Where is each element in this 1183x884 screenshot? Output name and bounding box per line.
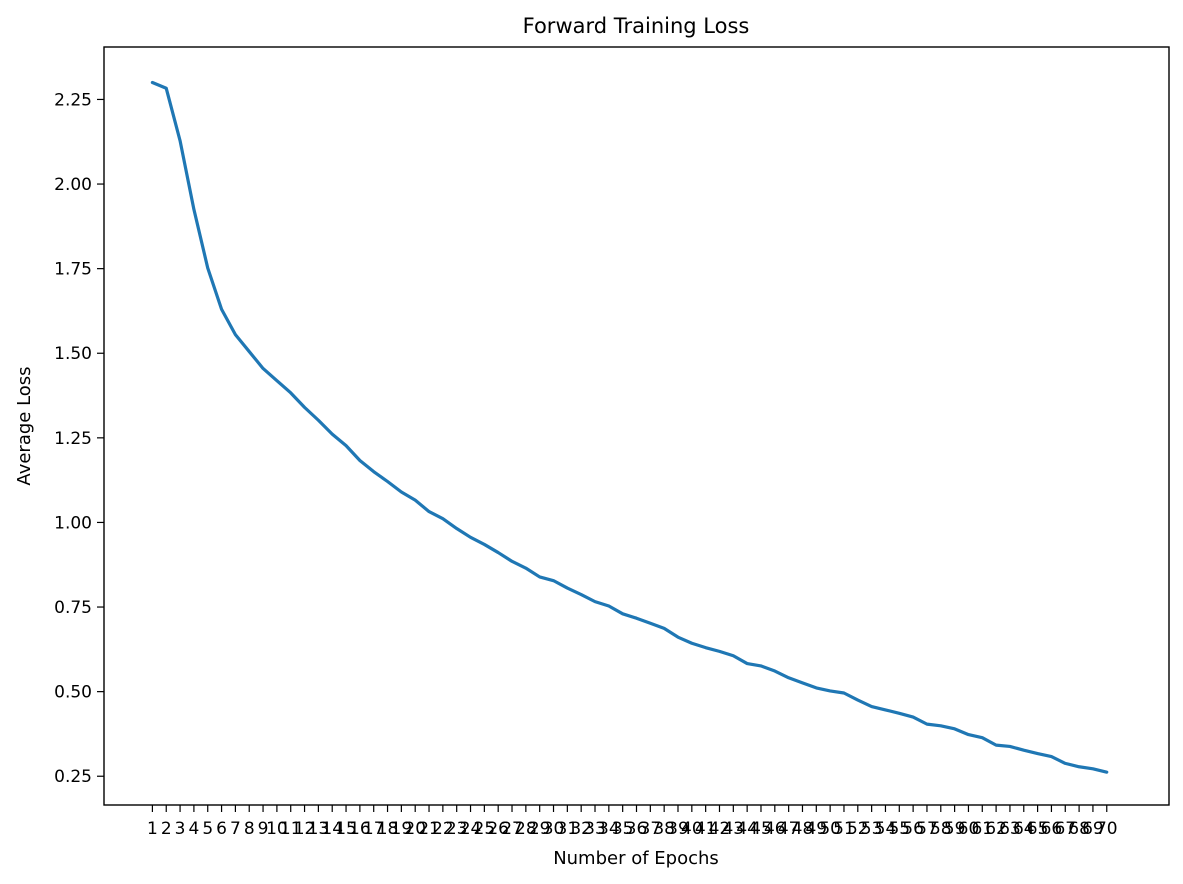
y-axis-label: Average Loss (14, 366, 35, 485)
x-tick-label: 60 (958, 819, 980, 839)
x-tick-label: 12 (294, 819, 316, 839)
x-tick-label: 63 (999, 819, 1021, 839)
x-tick-label: 47 (778, 819, 800, 839)
x-tick-label: 25 (474, 819, 496, 839)
x-tick-label: 67 (1054, 819, 1076, 839)
x-tick-label: 30 (543, 819, 565, 839)
x-tick-label: 41 (695, 819, 717, 839)
x-tick-label: 31 (557, 819, 579, 839)
x-tick-label: 59 (944, 819, 966, 839)
y-tick-label: 0.25 (54, 767, 92, 787)
chart-title: Forward Training Loss (523, 14, 750, 38)
y-tick-label: 1.25 (54, 429, 92, 449)
x-tick-label: 23 (446, 819, 468, 839)
y-tick-label: 1.50 (54, 344, 92, 364)
x-tick-label: 69 (1082, 819, 1104, 839)
y-tick-label: 0.75 (54, 598, 92, 618)
x-tick-label: 44 (736, 819, 758, 839)
x-tick-label: 64 (1013, 819, 1035, 839)
x-tick-label: 3 (175, 819, 186, 839)
x-tick-label: 68 (1068, 819, 1090, 839)
x-tick-label: 6 (216, 819, 227, 839)
x-tick-label: 20 (404, 819, 426, 839)
x-tick-label: 34 (598, 819, 620, 839)
y-tick-label: 1.00 (54, 513, 92, 533)
x-tick-label: 29 (529, 819, 551, 839)
x-tick-label: 65 (1027, 819, 1049, 839)
x-tick-label: 61 (971, 819, 993, 839)
plot-area (103, 46, 1170, 806)
x-axis-label: Number of Epochs (553, 848, 719, 869)
x-tick-label: 39 (667, 819, 689, 839)
x-tick-label: 52 (847, 819, 869, 839)
x-tick-label: 15 (335, 819, 357, 839)
x-tick-label: 50 (819, 819, 841, 839)
x-tick-label: 18 (377, 819, 399, 839)
x-tick-label: 7 (230, 819, 241, 839)
x-axis: 1 2 3 4 5 6 7 8 91011121314151617181920212223242… (147, 805, 1118, 839)
x-tick-label: 33 (584, 819, 606, 839)
x-tick-label: 40 (681, 819, 703, 839)
x-tick-label: 26 (487, 819, 509, 839)
x-tick-label: 49 (805, 819, 827, 839)
series-line (150, 80, 1109, 774)
x-tick-label: 51 (833, 819, 855, 839)
x-tick-label: 22 (432, 819, 454, 839)
x-tick-label: 2 (161, 819, 172, 839)
x-tick-label: 43 (722, 819, 744, 839)
x-tick-label: 9 (258, 819, 269, 839)
x-tick-label: 16 (349, 819, 371, 839)
x-tick-label: 56 (902, 819, 924, 839)
x-tick-label: 8 (244, 819, 255, 839)
x-tick-label: 24 (460, 819, 482, 839)
x-tick-label: 55 (888, 819, 910, 839)
x-tick-label: 13 (308, 819, 330, 839)
x-tick-label: 57 (916, 819, 938, 839)
x-tick-label: 38 (653, 819, 675, 839)
x-tick-label: 19 (391, 819, 413, 839)
y-tick-label: 1.75 (54, 260, 92, 280)
x-tick-label: 48 (792, 819, 814, 839)
x-tick-label: 58 (930, 819, 952, 839)
y-tick-label: 2.25 (54, 90, 92, 110)
x-tick-label: 17 (363, 819, 385, 839)
x-tick-label: 45 (750, 819, 772, 839)
x-tick-label: 54 (875, 819, 897, 839)
x-tick-label: 53 (861, 819, 883, 839)
x-tick-label: 37 (640, 819, 662, 839)
x-tick-label: 62 (985, 819, 1007, 839)
x-tick-label: 66 (1041, 819, 1063, 839)
x-tick-label: 1 (147, 819, 158, 839)
x-tick-label: 11 (280, 819, 302, 839)
y-tick-label: 2.00 (54, 175, 92, 195)
x-tick-label: 21 (418, 819, 440, 839)
x-tick-label: 4 (188, 819, 199, 839)
x-tick-label: 28 (515, 819, 537, 839)
x-tick-label: 35 (612, 819, 634, 839)
y-tick-label: 0.50 (54, 683, 92, 703)
x-tick-label: 70 (1096, 819, 1118, 839)
x-tick-label: 14 (321, 819, 343, 839)
x-tick-label: 46 (764, 819, 786, 839)
x-tick-label: 36 (626, 819, 648, 839)
x-tick-label: 5 (202, 819, 213, 839)
y-axis: 0.25 0.50 0.75 1.00 1.25 1.50 1.75 2.00 2.25 (54, 90, 104, 787)
x-tick-label: 27 (501, 819, 523, 839)
x-tick-label: 10 (266, 819, 288, 839)
x-tick-label: 42 (709, 819, 731, 839)
x-tick-label: 32 (570, 819, 592, 839)
